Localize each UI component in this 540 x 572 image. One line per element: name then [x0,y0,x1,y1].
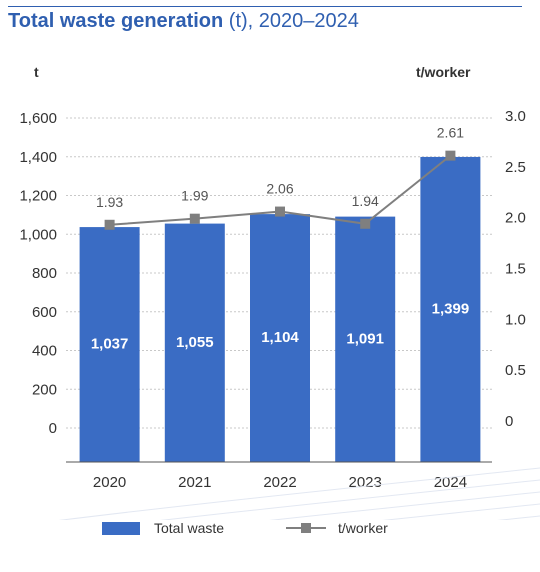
left-tick-label: 1,400 [19,149,57,166]
bar-2021 [164,223,225,462]
left-axis-unit: t [34,64,39,80]
legend-label-t-worker: t/worker [338,520,388,536]
legend-line-swatch [286,521,326,535]
left-tick-label: 800 [32,265,57,282]
right-tick-label: 3.0 [505,108,526,125]
legend-label-total-waste: Total waste [154,520,225,536]
x-tick-label: 2023 [349,474,382,491]
right-tick-label: 2.0 [505,210,526,227]
x-tick-label: 2021 [178,474,211,491]
top-rule [8,6,522,7]
bar-2024 [420,156,481,462]
left-tick-label: 200 [32,381,57,398]
right-tick-label: 0.5 [505,362,526,379]
point-value-label: 1.94 [352,193,379,209]
point-value-label: 1.99 [181,188,208,204]
right-tick-label: 2.5 [505,159,526,176]
bar-2022 [250,214,310,462]
bar-value-label: 1,104 [261,329,299,346]
bar-value-label: 1,055 [176,334,214,351]
point-value-label: 2.06 [266,181,293,197]
bar-value-label: 1,091 [346,330,384,347]
chart-area: 0 200 400 600 800 1,000 1,200 1,400 1,600 0 0.5 1.0… [19,108,540,520]
point-2024 [445,150,456,161]
point-2021 [189,213,200,224]
x-tick-label: 2022 [263,474,296,491]
bar-2023 [335,216,396,462]
bar-value-label: 1,037 [91,336,129,353]
legend-bar-swatch [102,521,140,535]
point-value-label: 1.93 [96,194,123,210]
point-2020 [104,219,115,230]
decorative-wave [160,479,540,520]
right-tick-label: 0 [505,413,513,430]
right-tick-label: 1.0 [505,311,526,328]
left-tick-label: 0 [49,420,57,437]
chart-title: Total waste generation (t), 2020–2024 [8,10,359,33]
point-2022 [275,206,285,217]
left-tick-label: 1,000 [19,226,57,243]
decorative-wave [382,503,540,520]
chart-title-rest: (t), 2020–2024 [223,10,359,32]
legend-item-t-worker: t/worker [286,520,388,536]
left-tick-label: 1,200 [19,188,57,205]
bar-value-label: 1,399 [432,300,470,317]
decorative-wave [268,491,540,520]
bar-2020 [79,227,140,462]
left-tick-label: 400 [32,343,57,360]
point-value-label: 2.61 [437,125,464,141]
left-tick-label: 1,600 [19,110,57,127]
legend-item-total-waste: Total waste [102,520,224,536]
legend: Total waste t/worker [0,520,540,544]
chart-title-bold: Total waste generation [8,10,224,32]
right-tick-label: 1.5 [505,261,526,278]
x-tick-label: 2020 [93,474,126,491]
right-axis-unit: t/worker [416,64,471,80]
point-2023 [360,218,371,229]
decorative-wave [58,467,540,520]
left-tick-label: 600 [32,304,57,321]
